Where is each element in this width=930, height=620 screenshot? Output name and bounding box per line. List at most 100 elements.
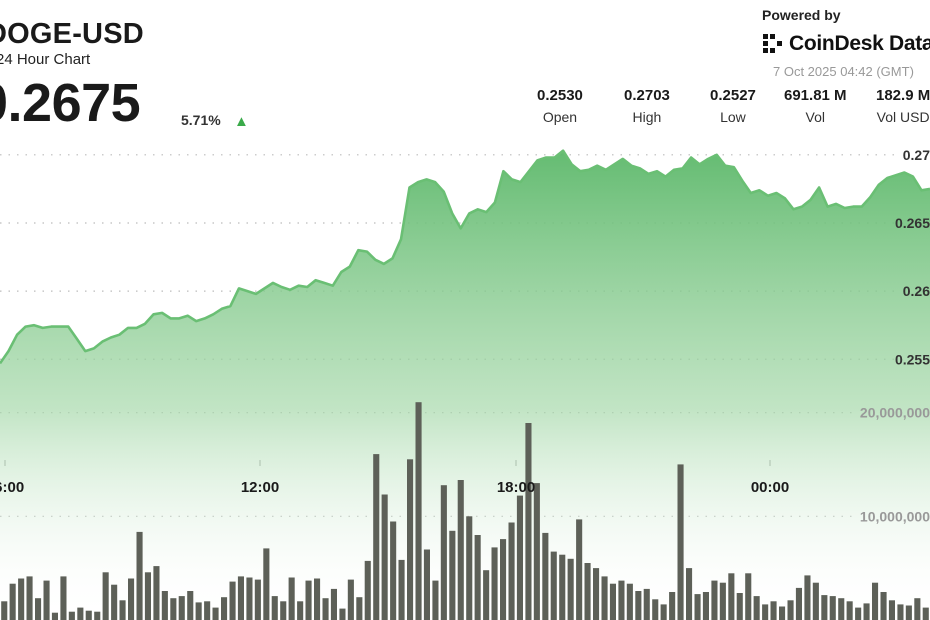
volume-bar: [60, 576, 67, 620]
volume-bar: [9, 583, 16, 620]
volume-bar: [821, 595, 828, 620]
volume-bar: [254, 579, 261, 620]
stat-low-label: Low: [720, 109, 746, 125]
volume-bar: [914, 598, 921, 620]
current-price: 0.2675: [0, 73, 141, 133]
pair-title: DOGE-USD: [0, 18, 144, 50]
volume-bar: [838, 598, 845, 620]
brand-name: CoinDesk Data: [789, 32, 930, 55]
volume-bar: [711, 580, 718, 620]
volume-bar: [330, 588, 337, 620]
volume-bar: [339, 608, 346, 620]
volume-bar: [516, 495, 523, 620]
stat-volume-usd-value: 182.9 M: [876, 87, 930, 104]
x-tick-label: 06:00: [0, 479, 24, 496]
volume-bar: [593, 568, 600, 620]
volume-bar: [271, 596, 278, 620]
volume-bar: [119, 600, 126, 620]
price-area-fill: [0, 150, 930, 620]
volume-bar: [390, 521, 397, 620]
brand-logo-link[interactable]: CoinDesk Data: [762, 30, 930, 58]
volume-bar: [35, 598, 42, 620]
volume-bar: [872, 582, 879, 620]
volume-bar: [314, 578, 321, 620]
volume-bar: [398, 559, 405, 620]
volume-bar: [195, 602, 202, 620]
volume-bar: [753, 596, 760, 620]
volume-bar: [508, 522, 515, 620]
volume-bar: [686, 568, 693, 620]
stat-high-value: 0.2703: [624, 87, 670, 104]
volume-bar: [26, 576, 33, 620]
volume-bar: [373, 454, 380, 620]
volume-bar: [542, 532, 549, 620]
volume-bar: [237, 576, 244, 620]
volume-bar: [491, 547, 498, 620]
volume-bar: [922, 607, 929, 620]
volume-bar: [221, 597, 228, 620]
volume-bar: [677, 464, 684, 620]
data-timestamp: 7 Oct 2025 04:42 (GMT): [773, 64, 914, 79]
volume-bar: [161, 591, 168, 620]
volume-bar: [576, 519, 583, 620]
volume-tick-label: 10,000,000: [860, 508, 930, 524]
volume-bar: [68, 611, 75, 620]
volume-bar: [288, 577, 295, 620]
volume-bar: [652, 599, 659, 620]
volume-bar: [694, 594, 701, 620]
volume-bar: [559, 554, 566, 620]
volume-bar: [347, 579, 354, 620]
volume-bar: [635, 591, 642, 620]
volume-bar: [466, 516, 473, 620]
volume-bar: [43, 580, 50, 620]
volume-bar: [601, 576, 608, 620]
volume-bar: [449, 530, 456, 620]
volume-bar: [423, 549, 430, 620]
volume-bar: [660, 604, 667, 620]
price-line: [0, 149, 930, 365]
volume-bar: [144, 572, 151, 620]
volume-bar: [745, 573, 752, 620]
volume-bar: [500, 539, 507, 620]
volume-bar: [85, 610, 92, 620]
volume-bar: [483, 570, 490, 620]
volume-bar: [263, 548, 270, 620]
volume-bar: [795, 587, 802, 620]
stat-low-value: 0.2527: [710, 87, 756, 104]
volume-bar: [762, 604, 769, 620]
volume-bar: [111, 584, 118, 620]
volume-bar: [128, 578, 135, 620]
volume-bar: [533, 483, 540, 620]
up-triangle-icon: ▲: [234, 113, 249, 130]
volume-bar: [94, 611, 101, 620]
volume-bar: [1, 601, 8, 620]
volume-bar: [618, 580, 625, 620]
volume-bar: [770, 601, 777, 620]
volume-bar: [322, 598, 329, 620]
volume-bar: [829, 596, 836, 620]
price-tick-label: 0.26: [903, 283, 930, 299]
volume-bar: [855, 607, 862, 620]
stat-high-label: High: [632, 109, 662, 125]
x-tick-label: 00:00: [751, 479, 789, 496]
volume-bar: [187, 591, 194, 620]
volume-bar: [567, 558, 574, 620]
volume-bar: [736, 593, 743, 620]
volume-bar: [609, 583, 616, 620]
volume-bar: [804, 575, 811, 620]
volume-bar: [407, 459, 414, 620]
volume-bar: [643, 588, 650, 620]
volume-bar: [846, 601, 853, 620]
price-tick-label: 0.27: [903, 147, 930, 163]
price-area: [0, 149, 930, 620]
volume-bar: [77, 607, 84, 620]
volume-bar: [525, 423, 532, 620]
volume-bar: [880, 592, 887, 620]
volume-bar: [297, 601, 304, 620]
volume-bar: [178, 596, 185, 620]
price-tick-label: 0.255: [895, 351, 930, 367]
volume-bar: [728, 573, 735, 620]
volume-bar: [364, 560, 371, 620]
volume-bar: [779, 606, 786, 620]
